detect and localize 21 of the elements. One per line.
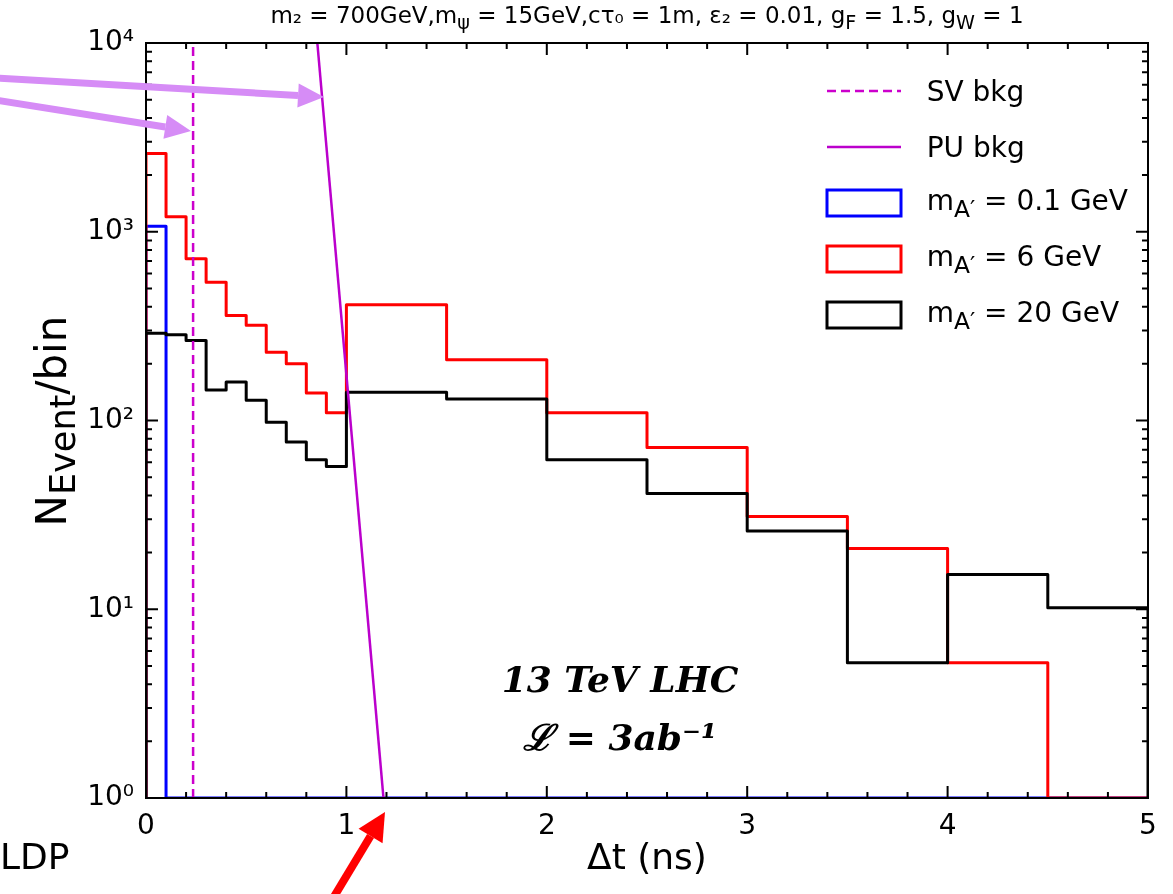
y-tick-label: 10³ [87, 213, 134, 247]
y-tick-label: 10⁴ [87, 24, 134, 58]
x-tick-label: 5 [1139, 808, 1157, 842]
annotation: 13 TeV LHC [501, 658, 739, 700]
y-tick-label: 10⁰ [87, 779, 134, 813]
legend-label: m$_{A′}$ = 6 GeV [926, 239, 1102, 279]
x-tick-label: 4 [938, 808, 957, 842]
x-tick-label: 3 [738, 808, 757, 842]
x-axis-title: Δt (ns) [587, 836, 707, 877]
text: LDP [0, 836, 70, 877]
x-tick-label: 0 [137, 808, 155, 842]
legend-label: SV bkg [926, 74, 1025, 108]
legend-label: m$_{A′}$ = 20 GeV [926, 295, 1120, 335]
y-tick-label: 10¹ [87, 590, 134, 624]
chart-title: m₂ = 700GeV,m$_{ψ}$ = 15GeV,cτ₀ = 1m, ε₂ = 0.01, g$_{F}$ = 1.5, g$_{W}$ = 1 [270, 2, 1024, 34]
legend-label: PU bkg [926, 130, 1025, 164]
x-tick-label: 2 [537, 808, 556, 842]
y-tick-label: 10² [87, 401, 134, 435]
annotation: ℒ = 3ab⁻¹ [523, 715, 717, 760]
legend-label: m$_{A′}$ = 0.1 GeV [926, 183, 1128, 223]
x-tick-label: 1 [337, 808, 356, 842]
